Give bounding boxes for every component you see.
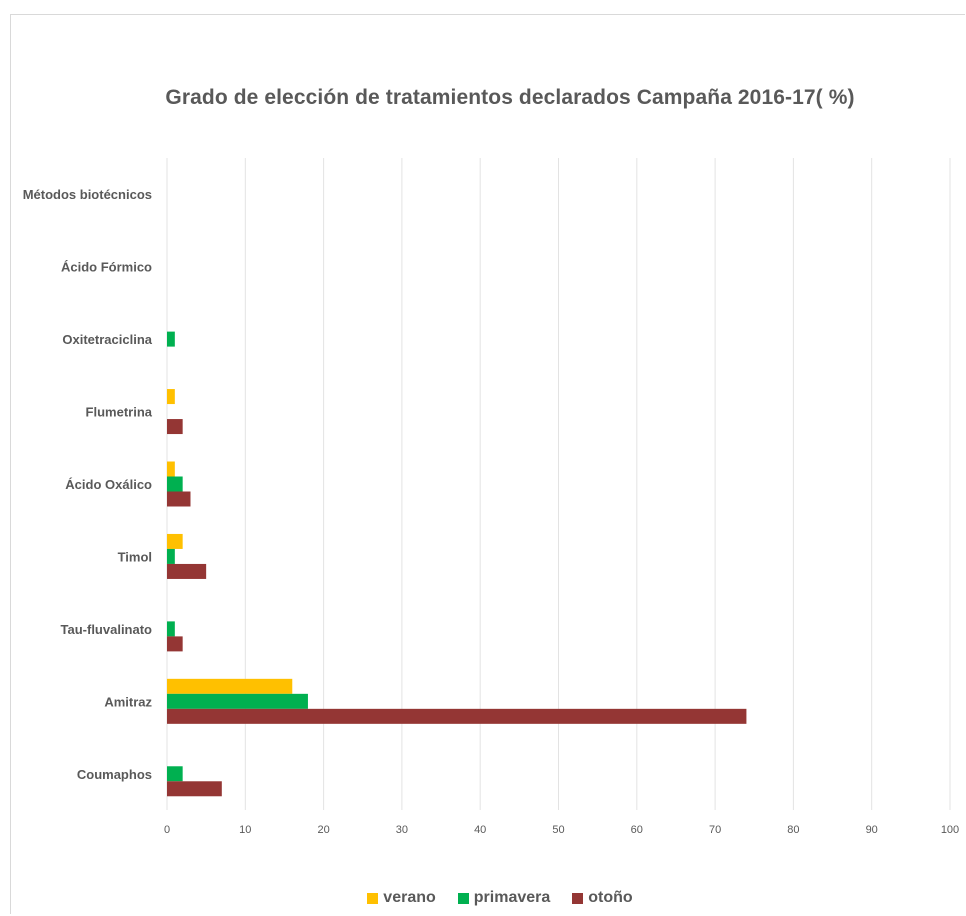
bar bbox=[167, 636, 183, 652]
legend-item: otoño bbox=[572, 889, 633, 907]
x-tick-label: 50 bbox=[552, 824, 564, 836]
bar bbox=[167, 678, 293, 694]
bar bbox=[167, 693, 308, 709]
bar bbox=[167, 708, 747, 724]
x-tick-label: 0 bbox=[164, 824, 170, 836]
chart-legend: verano primavera otoño bbox=[0, 889, 966, 907]
bar bbox=[167, 491, 191, 507]
chart-frame bbox=[10, 14, 965, 914]
x-tick-label: 100 bbox=[941, 824, 959, 836]
chart-title: Grado de elección de tratamientos declar… bbox=[165, 86, 855, 109]
bar bbox=[167, 621, 175, 637]
bar bbox=[167, 766, 183, 782]
category-label: Flumetrina bbox=[86, 405, 153, 420]
category-label: Timol bbox=[118, 549, 152, 564]
x-tick-label: 70 bbox=[709, 824, 721, 836]
legend-item: verano bbox=[367, 889, 436, 907]
x-tick-label: 80 bbox=[787, 824, 799, 836]
legend-label: verano bbox=[383, 889, 436, 906]
legend-item: primavera bbox=[457, 889, 551, 907]
category-label: Oxitetraciclina bbox=[62, 332, 152, 347]
bar bbox=[167, 548, 175, 564]
legend-swatch bbox=[457, 892, 469, 904]
category-label: Tau-fluvalinato bbox=[61, 622, 153, 637]
legend-label: otoño bbox=[588, 889, 633, 906]
legend-label: primavera bbox=[473, 889, 551, 906]
category-label: Métodos biotécnicos bbox=[23, 187, 152, 202]
x-tick-label: 30 bbox=[396, 824, 408, 836]
bar bbox=[167, 419, 183, 435]
bar bbox=[167, 461, 175, 477]
bar bbox=[167, 389, 175, 405]
legend-swatch bbox=[572, 892, 584, 904]
bar bbox=[167, 781, 222, 797]
category-label: Amitraz bbox=[104, 694, 152, 709]
category-label: Coumaphos bbox=[77, 767, 152, 782]
category-label: Ácido Oxálico bbox=[65, 477, 152, 492]
x-tick-label: 20 bbox=[317, 824, 329, 836]
x-tick-label: 10 bbox=[239, 824, 251, 836]
legend-swatch bbox=[367, 892, 379, 904]
bar bbox=[167, 476, 183, 492]
x-tick-label: 90 bbox=[866, 824, 878, 836]
bar bbox=[167, 563, 207, 579]
bar bbox=[167, 533, 183, 549]
x-tick-label: 40 bbox=[474, 824, 486, 836]
category-label: Ácido Fórmico bbox=[61, 260, 152, 275]
x-tick-label: 60 bbox=[631, 824, 643, 836]
bar bbox=[167, 331, 175, 347]
